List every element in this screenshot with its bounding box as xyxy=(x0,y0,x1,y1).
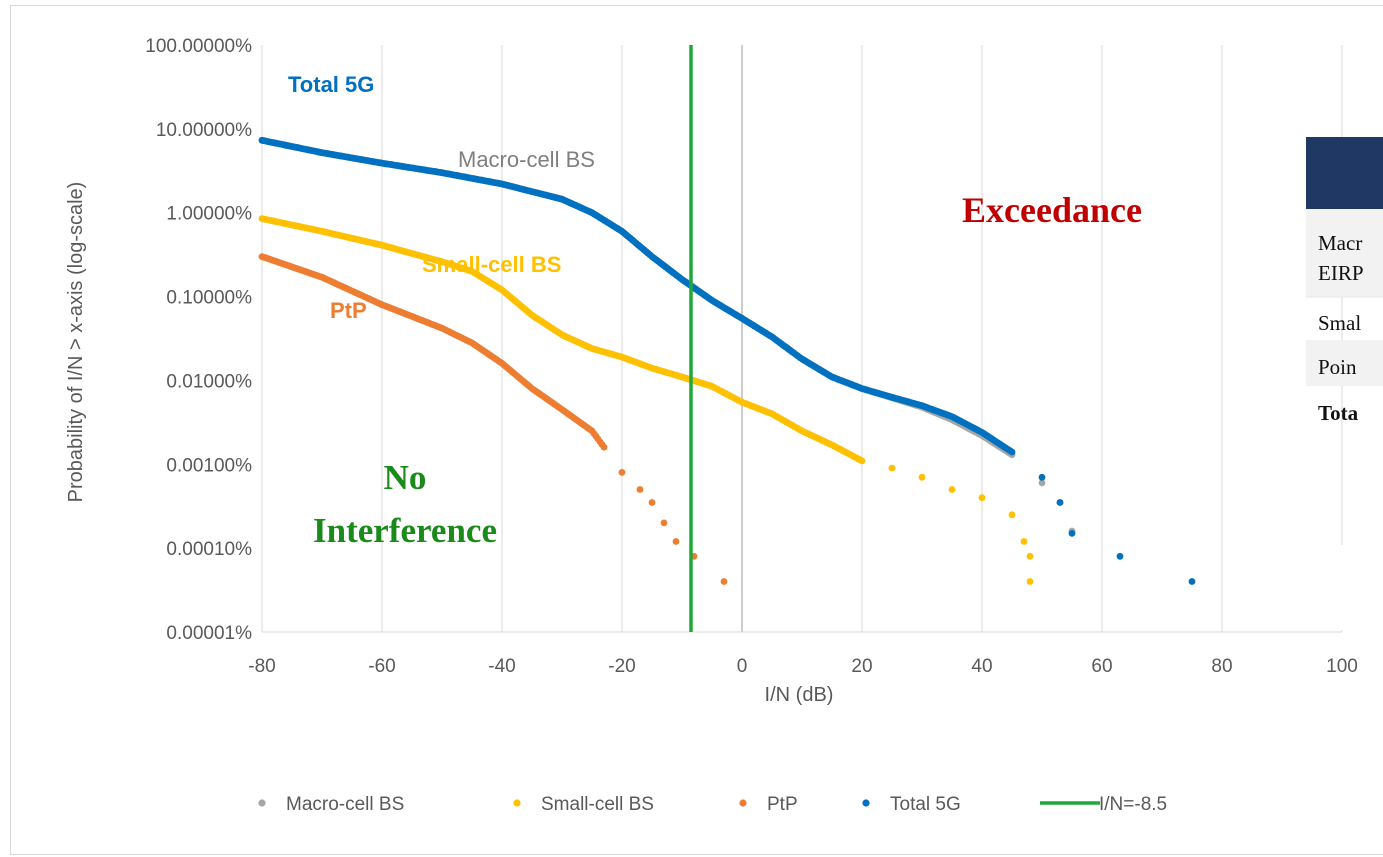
data-point xyxy=(636,486,644,493)
table-row-bg xyxy=(1306,340,1383,386)
y-tick-label: 1.00000% xyxy=(166,204,252,225)
y-tick-label: 0.00100% xyxy=(166,455,252,476)
data-point xyxy=(1008,448,1016,456)
labels-layer: Probability of I/N > x-axis (log-scale) … xyxy=(65,72,1142,706)
x-tick-label: 20 xyxy=(851,656,872,677)
x-tick-label: -80 xyxy=(248,656,275,677)
data-point xyxy=(1038,479,1046,487)
table-cell-eirp: EIRP xyxy=(1318,261,1364,285)
legend-item-small-cell-bs: Small-cell BS xyxy=(513,794,654,815)
legend: Macro-cell BS Small-cell BS PtP Total 5G I/N… xyxy=(258,794,1167,815)
x-tick-label: -20 xyxy=(608,656,635,677)
data-point xyxy=(600,443,608,451)
grid: -80 -60 -40 -20 0 20 40 60 80 100 100.00000% 10.000… xyxy=(145,36,1358,677)
series-ptp xyxy=(258,253,728,585)
legend-label: Total 5G xyxy=(890,794,961,815)
table-cell-small: Smal xyxy=(1318,311,1361,335)
legend-label: Macro-cell BS xyxy=(286,794,404,815)
series-macro-cell-bs xyxy=(258,136,1076,535)
data-point xyxy=(1038,473,1046,481)
annotation-exceedance: Exceedance xyxy=(962,190,1142,230)
data-point xyxy=(1068,530,1076,537)
legend-label: Small-cell BS xyxy=(541,794,654,815)
y-tick-label: 0.00001% xyxy=(166,623,252,644)
y-axis-title: Probability of I/N > x-axis (log-scale) xyxy=(65,182,87,503)
legend-item-ptp: PtP xyxy=(739,794,798,815)
data-point xyxy=(1116,552,1124,560)
y-tick-label: 10.00000% xyxy=(156,120,252,141)
legend-marker xyxy=(739,799,747,807)
x-tick-label: -60 xyxy=(368,656,395,677)
legend-marker xyxy=(513,799,521,807)
data-point xyxy=(1026,578,1034,585)
table-row-bg xyxy=(1306,209,1383,297)
y-tick-label: 0.01000% xyxy=(166,371,252,392)
data-point xyxy=(888,464,896,472)
annotation-total-5g: Total 5G xyxy=(288,72,374,97)
annotation-macro-cell: Macro-cell BS xyxy=(458,147,595,172)
data-point xyxy=(1188,578,1196,585)
x-tick-label: 40 xyxy=(971,656,992,677)
table-mask xyxy=(1341,545,1383,630)
data-point xyxy=(648,499,656,506)
data-point xyxy=(948,486,956,493)
legend-marker xyxy=(258,799,266,807)
data-point xyxy=(918,473,926,481)
x-axis-title: I/N (dB) xyxy=(765,684,834,706)
table-cell-total: Tota xyxy=(1318,401,1359,425)
y-tick-label: 0.00010% xyxy=(166,539,252,560)
x-tick-label: 60 xyxy=(1091,656,1112,677)
data-point xyxy=(660,519,668,527)
chart-frame xyxy=(10,5,1383,855)
table-header xyxy=(1306,137,1383,209)
y-tick-label: 0.10000% xyxy=(166,288,252,309)
x-tick-label: -40 xyxy=(488,656,515,677)
data-point xyxy=(1056,499,1064,506)
legend-marker xyxy=(862,799,870,807)
annotation-ptp: PtP xyxy=(330,298,367,323)
data-point xyxy=(978,494,986,502)
x-tick-label: 0 xyxy=(737,656,748,677)
table-cell-point: Poin xyxy=(1318,355,1357,379)
legend-label: I/N=-8.5 xyxy=(1099,794,1167,815)
annotation-no: No xyxy=(384,458,427,497)
legend-item-macro-cell-bs: Macro-cell BS xyxy=(258,794,404,815)
data-point xyxy=(1008,511,1016,519)
x-tick-label: 80 xyxy=(1211,656,1232,677)
annotation-small-cell: Small-cell BS xyxy=(422,252,561,277)
legend-item-i-n-8-5: I/N=-8.5 xyxy=(1040,794,1167,815)
series-total-5g xyxy=(258,136,1196,585)
legend-label: PtP xyxy=(767,794,798,815)
series-small-cell-bs xyxy=(258,215,1034,585)
y-tick-label: 100.00000% xyxy=(145,36,252,57)
x-tick-label: 100 xyxy=(1326,656,1358,677)
data-point xyxy=(720,578,728,585)
data-point xyxy=(618,469,626,476)
side-table: Macr EIRP Smal Poin Tota xyxy=(1306,137,1383,630)
data-point xyxy=(1020,538,1028,545)
series-layer xyxy=(258,45,1196,632)
data-point xyxy=(1026,552,1034,560)
data-point xyxy=(858,457,866,465)
legend-item-total-5g: Total 5G xyxy=(862,794,961,815)
annotation-interference: Interference xyxy=(313,511,497,550)
data-point xyxy=(672,538,680,545)
table-cell-macro: Macr xyxy=(1318,231,1362,255)
